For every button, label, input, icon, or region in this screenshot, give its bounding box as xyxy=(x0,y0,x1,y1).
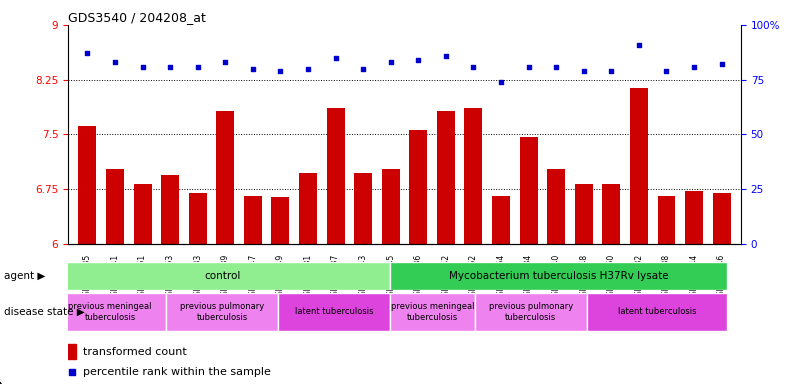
Point xyxy=(522,63,535,70)
Bar xyxy=(134,184,151,384)
Point xyxy=(687,63,700,70)
Point xyxy=(467,63,480,70)
Point xyxy=(219,59,231,65)
Bar xyxy=(602,184,620,384)
Point xyxy=(66,369,78,375)
Bar xyxy=(167,293,279,331)
Point xyxy=(660,68,673,74)
Point xyxy=(81,50,94,56)
Text: agent ▶: agent ▶ xyxy=(4,271,46,281)
Bar xyxy=(78,126,96,384)
Point xyxy=(136,63,149,70)
Point xyxy=(274,68,287,74)
Bar xyxy=(279,293,390,331)
Text: latent tuberculosis: latent tuberculosis xyxy=(618,308,696,316)
Point xyxy=(440,53,453,59)
Bar xyxy=(575,184,593,384)
Bar xyxy=(713,193,731,384)
Text: previous meningeal
tuberculosis: previous meningeal tuberculosis xyxy=(391,302,474,322)
Text: transformed count: transformed count xyxy=(83,347,187,357)
Point xyxy=(605,68,618,74)
Text: latent tuberculosis: latent tuberculosis xyxy=(295,308,374,316)
Bar xyxy=(409,130,427,384)
Bar xyxy=(465,108,482,384)
Bar xyxy=(474,293,586,331)
Point xyxy=(549,63,562,70)
Bar xyxy=(54,293,167,331)
Bar xyxy=(327,108,344,384)
Bar xyxy=(630,88,648,384)
Bar xyxy=(520,137,537,384)
Bar xyxy=(685,191,703,384)
Bar xyxy=(547,169,566,384)
Bar xyxy=(106,169,124,384)
Bar xyxy=(658,196,675,384)
Text: percentile rank within the sample: percentile rank within the sample xyxy=(83,367,271,377)
Point xyxy=(163,63,176,70)
Bar xyxy=(299,173,317,384)
Point xyxy=(302,66,315,72)
Bar xyxy=(54,262,391,290)
Point xyxy=(384,59,397,65)
Text: previous meningeal
tuberculosis: previous meningeal tuberculosis xyxy=(68,302,152,322)
Bar xyxy=(216,111,234,384)
Point xyxy=(356,66,369,72)
Point xyxy=(715,61,728,68)
Point xyxy=(412,57,425,63)
Bar xyxy=(354,173,372,384)
Point xyxy=(109,59,122,65)
Bar xyxy=(68,344,77,359)
Point xyxy=(633,41,646,48)
Point xyxy=(494,79,507,85)
Bar xyxy=(272,197,289,384)
Text: Mycobacterium tuberculosis H37Rv lysate: Mycobacterium tuberculosis H37Rv lysate xyxy=(449,271,669,281)
Text: previous pulmonary
tuberculosis: previous pulmonary tuberculosis xyxy=(489,302,573,322)
Point xyxy=(191,63,204,70)
Text: previous pulmonary
tuberculosis: previous pulmonary tuberculosis xyxy=(180,302,264,322)
Bar xyxy=(390,293,474,331)
Text: disease state ▶: disease state ▶ xyxy=(4,307,85,317)
Bar xyxy=(390,262,727,290)
Bar xyxy=(492,196,510,384)
Bar xyxy=(161,174,179,384)
Text: control: control xyxy=(204,271,240,281)
Point xyxy=(578,68,590,74)
Bar xyxy=(382,169,400,384)
Point xyxy=(329,55,342,61)
Bar xyxy=(189,193,207,384)
Point xyxy=(247,66,260,72)
Text: GDS3540 / 204208_at: GDS3540 / 204208_at xyxy=(68,11,206,24)
Bar xyxy=(437,111,455,384)
Bar xyxy=(587,293,727,331)
Bar xyxy=(244,196,262,384)
